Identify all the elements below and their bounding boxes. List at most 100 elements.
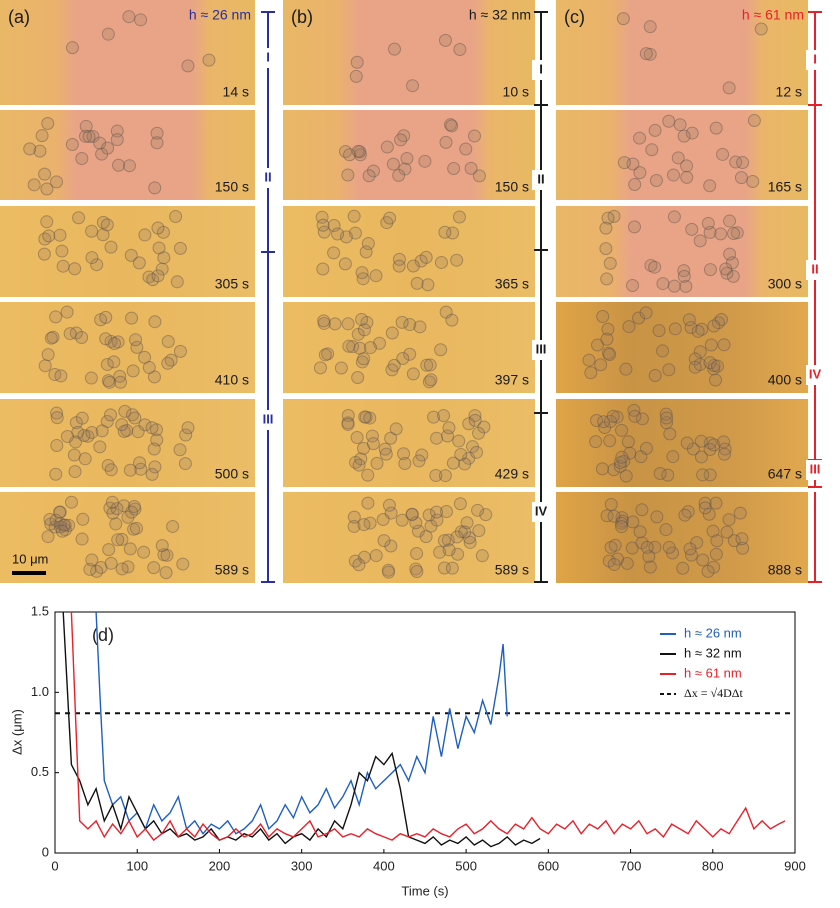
particle bbox=[719, 262, 733, 276]
particle bbox=[85, 224, 99, 238]
particle bbox=[412, 454, 426, 468]
particle bbox=[644, 258, 658, 272]
particle bbox=[360, 316, 374, 330]
particle bbox=[341, 409, 355, 423]
particle bbox=[110, 124, 124, 138]
particle bbox=[676, 561, 690, 575]
particle bbox=[438, 225, 452, 239]
particle bbox=[625, 541, 639, 555]
particle bbox=[633, 525, 647, 539]
legend-label: h ≈ 32 nm bbox=[684, 645, 742, 660]
particle bbox=[422, 375, 436, 389]
particle bbox=[104, 240, 118, 254]
particle bbox=[645, 143, 659, 157]
particle bbox=[662, 540, 676, 554]
particle bbox=[40, 215, 54, 229]
particle bbox=[398, 457, 412, 471]
micrograph bbox=[0, 0, 255, 105]
stage-label: III bbox=[810, 461, 821, 476]
particle bbox=[694, 450, 708, 464]
particle bbox=[101, 27, 115, 41]
particle bbox=[633, 131, 647, 145]
particle bbox=[122, 10, 136, 24]
particle bbox=[85, 553, 99, 567]
particle bbox=[115, 418, 129, 432]
stage-label-bg bbox=[806, 260, 824, 280]
particle bbox=[376, 512, 390, 526]
particle bbox=[677, 269, 691, 283]
particle bbox=[150, 126, 164, 140]
time-label: 300 s bbox=[768, 276, 802, 292]
time-label: 500 s bbox=[215, 466, 249, 482]
particle bbox=[357, 323, 371, 337]
particle bbox=[67, 448, 81, 462]
particle bbox=[595, 462, 609, 476]
particle bbox=[44, 331, 58, 345]
particle bbox=[150, 136, 164, 150]
particle bbox=[317, 316, 331, 330]
particle bbox=[678, 508, 692, 522]
particle bbox=[147, 442, 161, 456]
particle bbox=[341, 417, 355, 431]
particle bbox=[181, 59, 195, 73]
particle bbox=[403, 318, 417, 332]
particle bbox=[64, 495, 78, 509]
particle bbox=[134, 462, 148, 476]
particle bbox=[458, 525, 472, 539]
x-tick-label: 0 bbox=[51, 858, 58, 873]
particle bbox=[100, 415, 114, 429]
particle bbox=[155, 262, 169, 276]
particle bbox=[475, 549, 489, 563]
particle bbox=[380, 216, 394, 230]
particle bbox=[694, 434, 708, 448]
particle bbox=[347, 510, 361, 524]
stage-label-bg bbox=[806, 460, 824, 480]
particle bbox=[720, 266, 734, 280]
scale-bar-label: 10 μm bbox=[12, 551, 48, 566]
series-line bbox=[62, 611, 541, 848]
particle bbox=[709, 373, 723, 387]
particle bbox=[317, 314, 331, 328]
particle bbox=[413, 320, 427, 334]
x-tick-label: 700 bbox=[620, 858, 642, 873]
particle bbox=[132, 256, 146, 270]
particle bbox=[138, 228, 152, 242]
particle bbox=[145, 467, 159, 481]
particle bbox=[679, 279, 693, 293]
particle bbox=[142, 361, 156, 375]
particle bbox=[55, 524, 69, 538]
time-label: 165 s bbox=[768, 179, 802, 195]
particle bbox=[468, 129, 482, 143]
particle bbox=[666, 546, 680, 560]
particle bbox=[377, 534, 391, 548]
stage-label: II bbox=[811, 261, 818, 276]
particle bbox=[727, 227, 741, 241]
particle bbox=[660, 411, 674, 425]
particle bbox=[318, 348, 332, 362]
particle bbox=[639, 306, 653, 320]
particle bbox=[94, 313, 108, 327]
particle bbox=[446, 226, 460, 240]
particle bbox=[441, 533, 455, 547]
particle bbox=[667, 279, 681, 293]
particle bbox=[648, 123, 662, 137]
particle bbox=[42, 229, 56, 243]
particle bbox=[709, 121, 723, 135]
chart: (d) Time (s) Δx (μm) 0 100 200 300 400 500 600… bbox=[9, 603, 805, 898]
particle bbox=[341, 416, 355, 430]
particle bbox=[398, 162, 412, 176]
particle bbox=[95, 424, 109, 438]
particle bbox=[107, 355, 121, 369]
micrograph bbox=[283, 206, 535, 297]
particle bbox=[661, 468, 675, 482]
particle bbox=[696, 553, 710, 567]
particle bbox=[69, 326, 83, 340]
stage-label-bg bbox=[806, 50, 824, 70]
series-line bbox=[95, 611, 508, 835]
particle bbox=[411, 524, 425, 538]
particle bbox=[462, 417, 476, 431]
particle bbox=[438, 469, 452, 483]
particle bbox=[49, 467, 63, 481]
